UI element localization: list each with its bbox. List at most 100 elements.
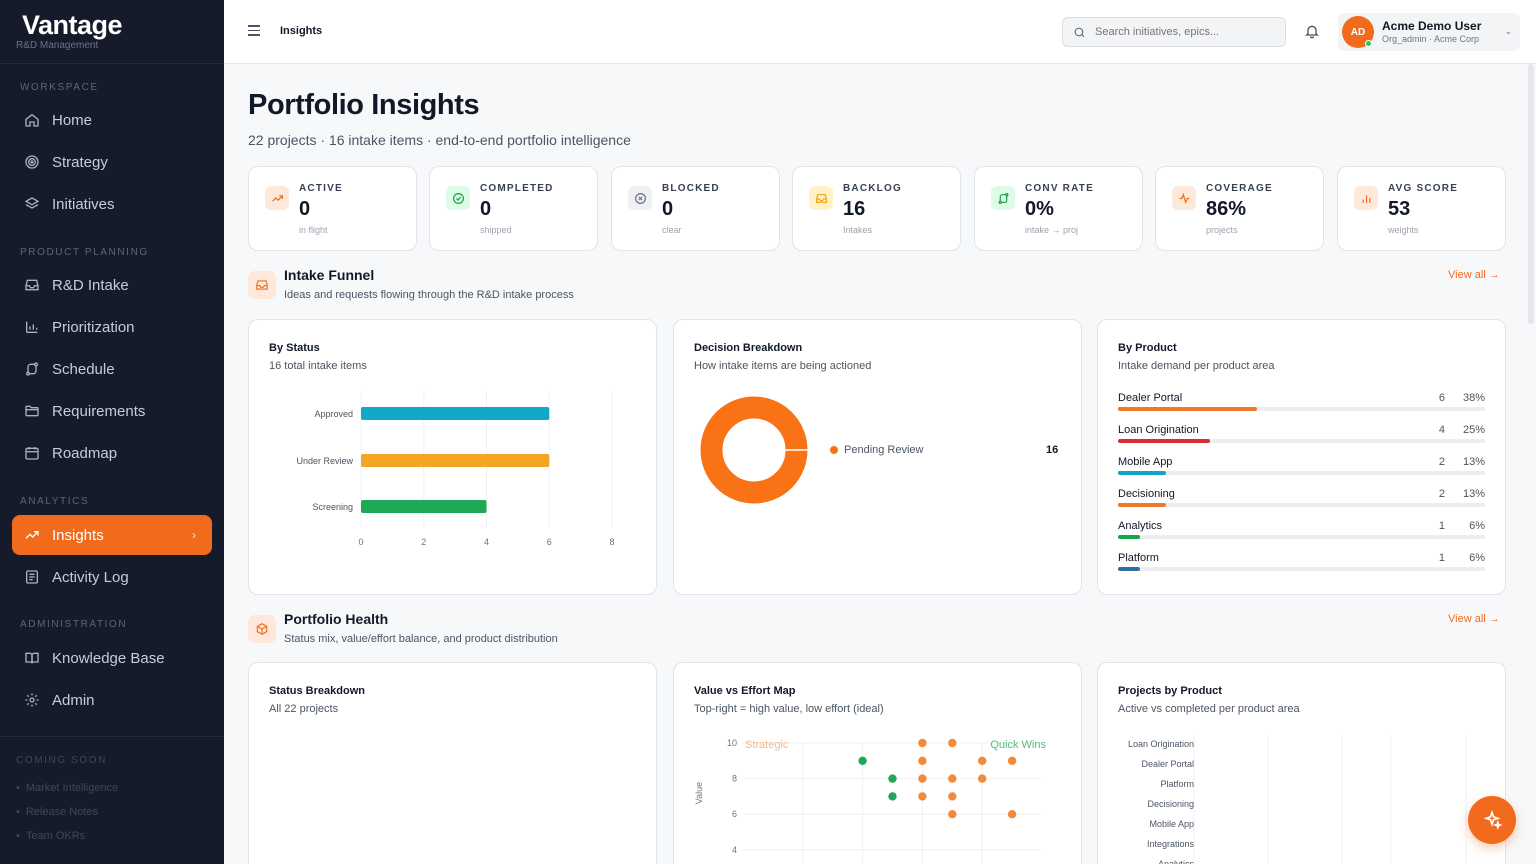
view-all-link[interactable]: View all →	[1448, 269, 1500, 281]
ai-assistant-button[interactable]	[1468, 796, 1516, 844]
activity-icon	[1172, 186, 1196, 210]
sidebar-item-label: Requirements	[52, 402, 146, 420]
user-name: Acme Demo User	[1382, 19, 1482, 33]
kpi-card-conv-rate[interactable]: CONV RATE 0% intake → proj	[974, 166, 1143, 251]
sidebar-item-knowledge-base[interactable]: Knowledge Base	[12, 638, 212, 678]
category-label: Integrations	[1147, 839, 1195, 849]
kpi-card-backlog[interactable]: BACKLOG 16 Intakes	[792, 166, 961, 251]
coming-soon-item: Market Intelligence	[16, 782, 118, 794]
product-row[interactable]: Decisioning 2 13%	[1118, 488, 1485, 514]
coming-soon-item: Team OKRs	[16, 830, 85, 842]
sidebar: Vantage R&D Management WORKSPACE Home St…	[0, 0, 224, 864]
kpi-note: projects	[1206, 225, 1238, 235]
legend-value: 16	[1046, 444, 1059, 456]
card-title: Value vs Effort Map	[694, 685, 796, 697]
card-subtitle: Intake demand per product area	[1118, 360, 1275, 372]
kpi-card-completed[interactable]: COMPLETED 0 shipped	[429, 166, 598, 251]
page-title: Portfolio Insights	[248, 89, 480, 121]
kpi-value: 16	[843, 198, 866, 220]
sidebar-item-home[interactable]: Home	[12, 100, 212, 140]
sidebar-item-prioritization[interactable]: Prioritization	[12, 307, 212, 347]
product-row[interactable]: Analytics 1 6%	[1118, 520, 1485, 546]
data-point	[1007, 756, 1017, 765]
product-row[interactable]: Dealer Portal 6 38%	[1118, 392, 1485, 418]
data-point	[978, 756, 987, 765]
coming-soon-item: Release Notes	[16, 806, 98, 818]
search-input[interactable]	[1095, 26, 1265, 38]
legend-label: Pending Review	[844, 444, 924, 456]
search-box[interactable]	[1062, 17, 1286, 47]
sidebar-item-label: Roadmap	[52, 444, 118, 462]
sidebar-item-initiatives[interactable]: Initiatives	[12, 184, 212, 224]
sidebar-item-activity-log[interactable]: Activity Log	[12, 557, 212, 597]
notifications-button[interactable]	[1304, 23, 1320, 44]
calendar-icon	[25, 447, 39, 460]
progress-fill	[1118, 567, 1141, 571]
category-label: Mobile App	[1149, 819, 1194, 829]
progress-fill	[1118, 439, 1210, 443]
tick-label: 0	[358, 537, 363, 547]
kpi-value: 0	[662, 198, 674, 220]
kpi-card-coverage[interactable]: COVERAGE 86% projects	[1155, 166, 1324, 251]
brand-logo[interactable]: Vantage	[22, 10, 123, 40]
inbox-icon	[809, 186, 833, 210]
scrollbar[interactable]	[1528, 64, 1534, 324]
search-icon	[1074, 27, 1085, 37]
card-title: By Product	[1118, 342, 1177, 354]
chevron-down-icon: ⌄	[1504, 26, 1512, 36]
sidebar-item-roadmap[interactable]: Roadmap	[12, 433, 212, 473]
tick-label: 4	[732, 845, 737, 855]
sidebar-item-label: Knowledge Base	[52, 649, 165, 667]
data-point	[948, 738, 957, 748]
sidebar-item-requirements[interactable]: Requirements	[12, 391, 212, 431]
menu-icon[interactable]	[248, 25, 260, 39]
chevron-right-icon: ›	[192, 528, 196, 542]
progress-fill	[1118, 407, 1258, 411]
product-row[interactable]: Mobile App 2 13%	[1118, 456, 1485, 482]
sidebar-item-admin[interactable]: Admin	[12, 680, 212, 720]
product-row[interactable]: Platform 1 6%	[1118, 552, 1485, 578]
card-subtitle: Active vs completed per product area	[1118, 703, 1300, 715]
data-point	[948, 774, 957, 783]
user-menu[interactable]: AD Acme Demo User Org_admin · Acme Corp …	[1338, 13, 1520, 51]
data-point	[918, 738, 927, 748]
section-title: Intake Funnel	[284, 267, 375, 283]
card-title: Status Breakdown	[269, 685, 365, 697]
section-analytics: ANALYTICS	[20, 496, 90, 507]
product-name: Loan Origination	[1118, 424, 1199, 436]
view-all-link[interactable]: View all →	[1448, 613, 1500, 625]
online-status-dot	[1365, 40, 1372, 47]
product-row[interactable]: Loan Origination 4 25%	[1118, 424, 1485, 450]
card-subtitle: How intake items are being actioned	[694, 360, 872, 372]
kpi-card-blocked[interactable]: BLOCKED 0 clear	[611, 166, 780, 251]
main-content: Portfolio Insights 22 projects · 16 inta…	[224, 64, 1536, 864]
kpi-card-active[interactable]: ACTIVE 0 in flight	[248, 166, 417, 251]
progress-track	[1118, 471, 1485, 475]
sidebar-item-strategy[interactable]: Strategy	[12, 142, 212, 182]
sidebar-item-schedule[interactable]: Schedule	[12, 349, 212, 389]
category-label: Screening	[312, 502, 353, 512]
sidebar-item-insights[interactable]: Insights ›	[12, 515, 212, 555]
sidebar-item-rd-intake[interactable]: R&D Intake	[12, 265, 212, 305]
progress-fill	[1118, 471, 1166, 475]
progress-fill	[1118, 503, 1166, 507]
kpi-label: ACTIVE	[299, 183, 343, 194]
home-icon	[25, 113, 39, 127]
by-status-card: By Status 16 total intake items 0 2 4 6 8 App…	[248, 319, 657, 595]
bar	[361, 407, 550, 420]
gear-icon	[25, 693, 39, 707]
data-point	[858, 756, 867, 765]
progress-track	[1118, 535, 1485, 539]
sparkles-icon	[1483, 810, 1502, 830]
card-subtitle: All 22 projects	[269, 703, 339, 715]
inbox-icon	[248, 271, 276, 299]
sidebar-item-label: R&D Intake	[52, 276, 129, 294]
brand-subtitle: R&D Management	[16, 40, 99, 51]
value-effort-card: Value vs Effort Map Top-right = high val…	[673, 662, 1082, 864]
kpi-card-avg-score[interactable]: AVG SCORE 53 weights	[1337, 166, 1506, 251]
data-point	[918, 774, 927, 783]
sidebar-item-label: Initiatives	[52, 195, 115, 213]
book-icon	[25, 652, 39, 664]
card-subtitle: 16 total intake items	[269, 360, 367, 372]
tick-label: 10	[727, 738, 737, 748]
